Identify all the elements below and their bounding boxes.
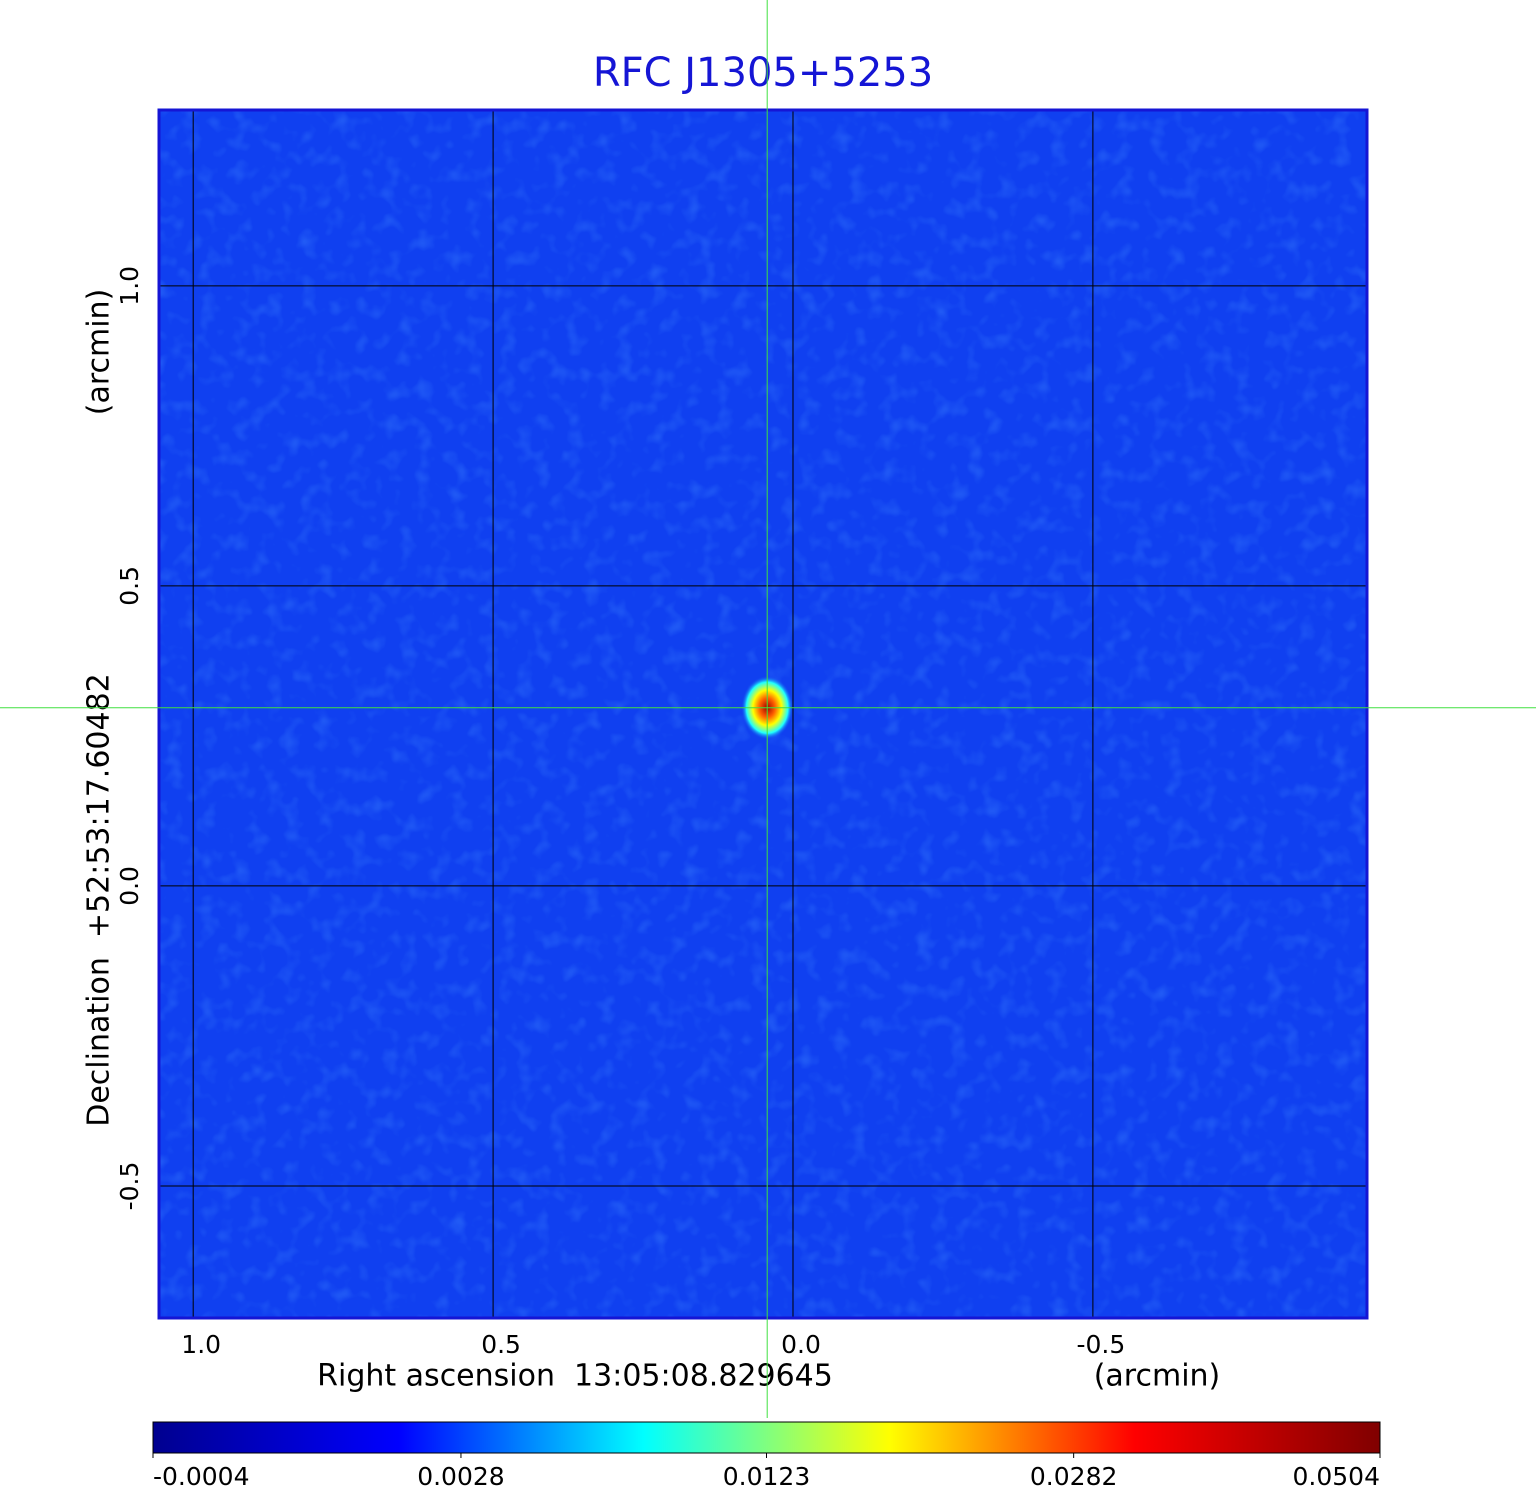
colorbar-tick-label: 0.0504 <box>1293 1462 1380 1491</box>
x-tick-label: -0.5 <box>1077 1330 1126 1359</box>
x-tick-label: 0.5 <box>481 1330 521 1359</box>
y-axis-unit: (arcmin) <box>82 289 117 416</box>
colorbar-tick-label: 0.0282 <box>1030 1462 1117 1491</box>
x-tick-label: 0.0 <box>781 1330 821 1359</box>
x-tick-label: 1.0 <box>181 1330 221 1359</box>
colorbar-tick-label: 0.0028 <box>417 1462 504 1491</box>
x-axis-unit: (arcmin) <box>1094 1359 1221 1394</box>
y-tick-label: -0.5 <box>115 1162 144 1211</box>
colorbar <box>152 1421 1381 1454</box>
y-axis-label: Declination +52:53:17.60482 <box>82 673 117 1127</box>
y-tick-label: 1.0 <box>115 266 144 306</box>
y-tick-label: 0.0 <box>115 866 144 906</box>
x-axis-label: Right ascension 13:05:08.829645 <box>317 1359 833 1394</box>
plot-frame <box>157 108 1369 1320</box>
colorbar-tick-label: -0.0004 <box>153 1462 250 1491</box>
colorbar-tick-label: 0.0123 <box>723 1462 810 1491</box>
y-tick-label: 0.5 <box>115 566 144 606</box>
chart-title: RFC J1305+5253 <box>593 50 933 96</box>
